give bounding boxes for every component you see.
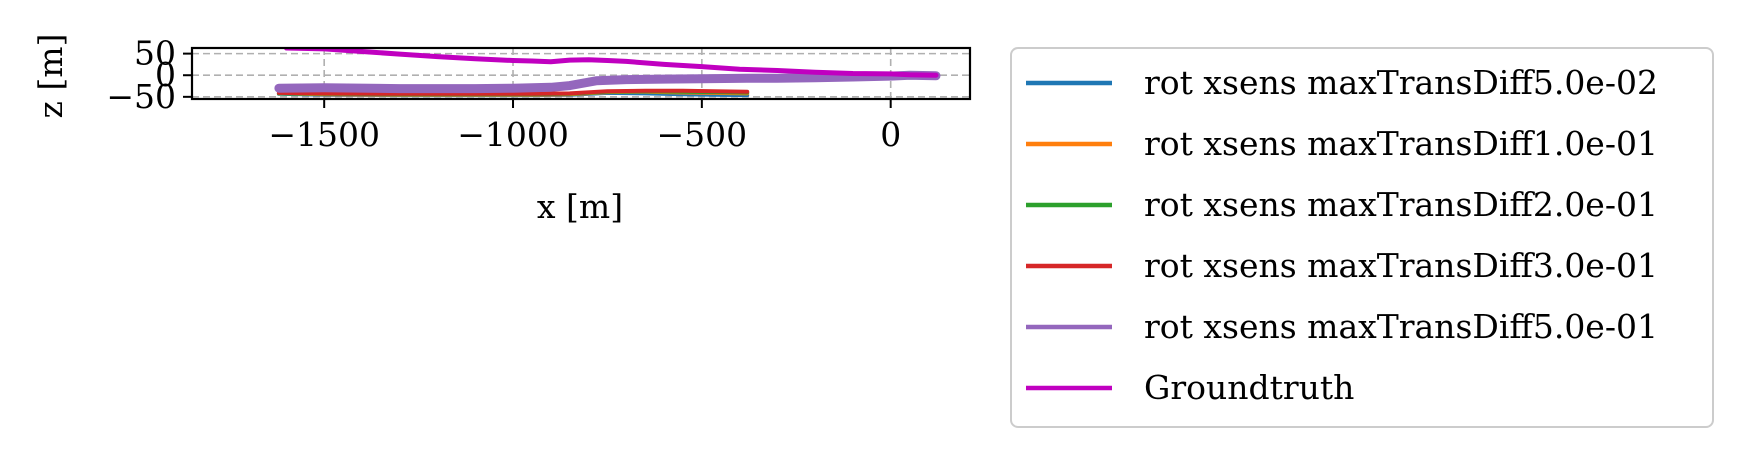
y-tick-label: 50 — [134, 34, 176, 73]
legend-label: rot xsens maxTransDiff5.0e-02 — [1144, 63, 1658, 102]
legend-item-rot-xsens-maxtransdiff5-0e-02: rot xsens maxTransDiff5.0e-02 — [1026, 63, 1658, 102]
legend-label: rot xsens maxTransDiff3.0e-01 — [1144, 246, 1658, 285]
y-axis-label: z [m] — [31, 34, 70, 119]
legend-items: rot xsens maxTransDiff5.0e-02 rot xsens m… — [1026, 63, 1658, 407]
legend-box — [1010, 47, 1714, 428]
legend-item-groundtruth: Groundtruth — [1026, 368, 1354, 407]
legend-item-rot-xsens-maxtransdiff2-0e-01: rot xsens maxTransDiff2.0e-01 — [1026, 185, 1658, 224]
x-tick-label: −1500 — [268, 115, 380, 154]
legend-item-rot-xsens-maxtransdiff3-0e-01: rot xsens maxTransDiff3.0e-01 — [1026, 246, 1658, 285]
series-line-groundtruth — [283, 48, 939, 78]
legend: rot xsens maxTransDiff5.0e-02 rot xsens m… — [1010, 47, 1714, 428]
legend-label: rot xsens maxTransDiff2.0e-01 — [1144, 185, 1658, 224]
legend-item-rot-xsens-maxtransdiff5-0e-01: rot xsens maxTransDiff5.0e-01 — [1026, 307, 1658, 346]
series-lines — [274, 48, 941, 98]
legend-item-rot-xsens-maxtransdiff1-0e-01: rot xsens maxTransDiff1.0e-01 — [1026, 124, 1658, 163]
x-axis-ticks: −1500 −1000 −500 0 — [268, 99, 901, 154]
series-line-rot-xsens-maxtransdiff5-0e-01 — [274, 70, 941, 94]
legend-label: rot xsens maxTransDiff5.0e-01 — [1144, 307, 1658, 346]
y-tick-label: 0 — [155, 55, 176, 94]
x-tick-label: −500 — [657, 115, 748, 154]
plot-frame — [190, 46, 972, 101]
y-tick-label: −50 — [106, 77, 176, 116]
series-line-rot-xsens-maxtransdiff3-0e-01 — [276, 88, 750, 96]
x-tick-label: −1000 — [457, 115, 569, 154]
x-tick-label: 0 — [880, 115, 901, 154]
legend-label: Groundtruth — [1144, 368, 1354, 407]
x-axis-label: x [m] — [537, 187, 623, 226]
legend-label: rot xsens maxTransDiff1.0e-01 — [1144, 124, 1658, 163]
